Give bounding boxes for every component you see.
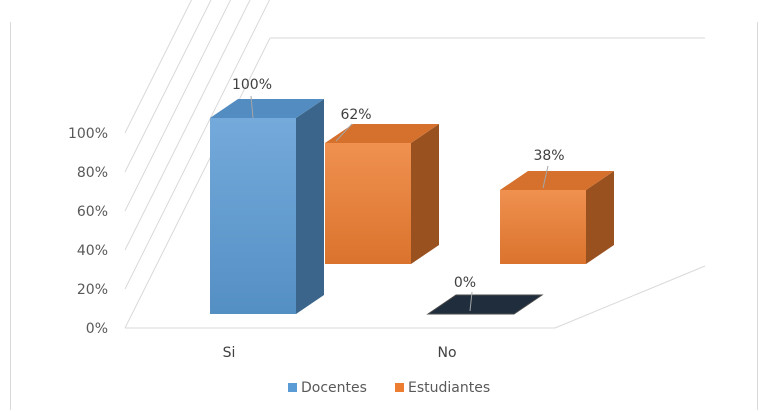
legend-label: Estudiantes bbox=[408, 380, 490, 396]
x-axis-categories: Si No bbox=[223, 345, 457, 361]
legend: Docentes Estudiantes bbox=[288, 380, 490, 396]
bar-top-face bbox=[210, 99, 324, 118]
data-label-leader bbox=[469, 291, 473, 312]
bar-estudiantes-si bbox=[325, 124, 439, 264]
gridline-diagonal bbox=[124, 0, 251, 251]
legend-label: Docentes bbox=[301, 380, 367, 396]
legend-swatch bbox=[395, 383, 404, 392]
bar-front-face bbox=[210, 118, 296, 314]
data-label-leader bbox=[250, 95, 254, 119]
y-tick-label: 60% bbox=[77, 204, 108, 220]
data-label-leader bbox=[542, 165, 549, 189]
data-label: 38% bbox=[533, 148, 564, 164]
y-tick-label: 20% bbox=[77, 282, 108, 298]
bar-side-face bbox=[586, 171, 614, 264]
bars bbox=[210, 99, 614, 315]
bar-front-face bbox=[500, 190, 586, 264]
y-tick-label: 40% bbox=[77, 243, 108, 259]
data-label-leader bbox=[335, 123, 353, 142]
bar-top-face bbox=[500, 171, 614, 190]
bar-top-face bbox=[426, 294, 544, 315]
gridline-diagonal bbox=[124, 37, 271, 329]
gridline-diagonal bbox=[124, 0, 212, 173]
legend-swatch bbox=[288, 383, 297, 392]
y-tick-label: 0% bbox=[86, 321, 108, 337]
bar-side-face bbox=[296, 99, 324, 314]
bar-docentes-si bbox=[210, 99, 324, 314]
bar-estudiantes-no bbox=[500, 171, 614, 264]
x-category-label: No bbox=[437, 345, 456, 361]
data-label: 0% bbox=[454, 275, 476, 291]
y-axis-ticks: 0% 20% 40% 60% 80% 100% bbox=[68, 126, 108, 337]
bar-side-face bbox=[411, 124, 439, 264]
bar-front-face bbox=[325, 143, 411, 264]
gridline-diagonal bbox=[124, 0, 271, 290]
data-labels: 100% 0% 62% 38% bbox=[232, 77, 565, 312]
bar-top-face bbox=[325, 124, 439, 143]
legend-item: Estudiantes bbox=[395, 380, 490, 396]
y-tick-label: 100% bbox=[68, 126, 108, 142]
gridlines bbox=[124, 0, 706, 329]
data-label: 62% bbox=[340, 107, 371, 123]
data-label: 100% bbox=[232, 77, 272, 93]
gridline-diagonal bbox=[124, 0, 232, 212]
bar-docentes-no bbox=[426, 294, 544, 315]
legend-item: Docentes bbox=[288, 380, 367, 396]
gridline-diagonal bbox=[124, 0, 193, 134]
y-tick-label: 80% bbox=[77, 165, 108, 181]
x-category-label: Si bbox=[223, 345, 236, 361]
chart-frame bbox=[10, 22, 758, 410]
floor-right-edge bbox=[554, 265, 706, 329]
